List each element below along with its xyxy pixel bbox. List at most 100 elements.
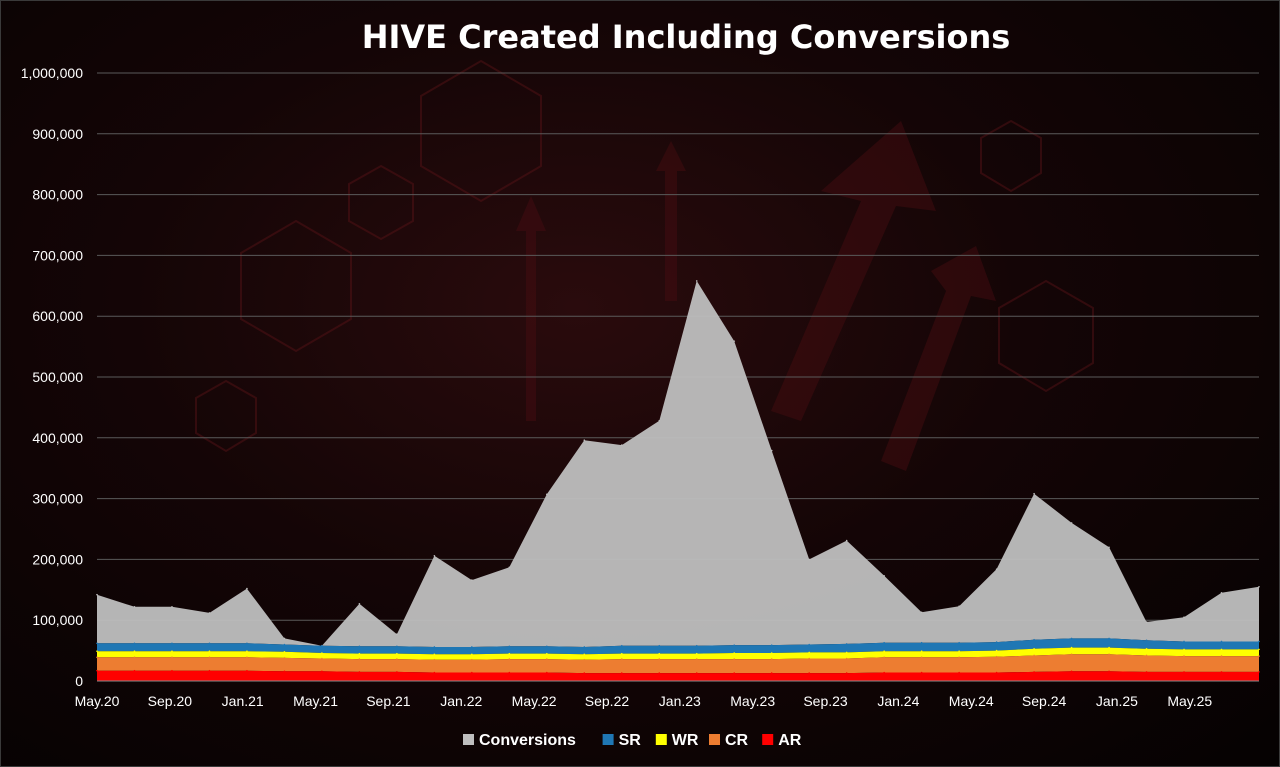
point-sr	[958, 641, 960, 644]
point-wr	[920, 650, 923, 653]
point-sr	[1258, 640, 1260, 643]
point-ar	[321, 670, 323, 673]
chart-title: HIVE Created Including Conversions	[362, 18, 1011, 56]
series-wr-area	[97, 647, 1259, 660]
legend-swatch-conversions	[463, 734, 474, 745]
point-sr	[133, 642, 136, 645]
point-conversions	[1145, 621, 1148, 623]
y-tick-label: 500,000	[32, 369, 83, 385]
point-sr	[396, 645, 398, 648]
point-cr	[770, 658, 773, 660]
point-conversions	[358, 602, 361, 605]
legend-label-wr: WR	[672, 732, 699, 749]
point-conversions	[546, 493, 548, 496]
point-wr	[433, 653, 436, 656]
point-ar	[1145, 671, 1148, 673]
point-wr	[171, 650, 173, 653]
x-tick-label: Sep.22	[585, 693, 630, 709]
legend: Conversions SR WR CR AR	[463, 732, 802, 749]
point-cr	[883, 656, 885, 659]
point-conversions	[808, 558, 810, 561]
point-conversions	[96, 593, 98, 596]
point-sr	[208, 642, 211, 645]
x-tick-label: Sep.21	[366, 693, 411, 709]
x-tick-label: Sep.23	[803, 693, 848, 709]
point-sr	[883, 641, 885, 644]
point-ar	[808, 672, 810, 674]
point-ar	[1070, 670, 1073, 673]
point-ar	[695, 672, 698, 674]
point-cr	[1258, 655, 1260, 657]
legend-label-sr: SR	[619, 732, 642, 749]
y-tick-label: 900,000	[32, 126, 83, 142]
point-conversions	[208, 612, 211, 614]
x-tick-label: Jan.23	[659, 693, 701, 709]
point-cr	[620, 658, 623, 660]
point-sr	[583, 646, 586, 648]
point-ar	[396, 671, 398, 673]
x-tick-label: Sep.24	[1022, 693, 1067, 709]
point-conversions	[133, 606, 136, 608]
point-conversions	[1183, 616, 1185, 618]
point-ar	[358, 671, 361, 673]
point-conversions	[1033, 492, 1035, 495]
point-wr	[1258, 648, 1260, 651]
point-cr	[1145, 654, 1148, 657]
point-wr	[321, 652, 323, 654]
point-conversions	[695, 280, 698, 282]
point-cr	[246, 656, 248, 659]
point-sr	[321, 644, 323, 647]
legend-swatch-ar	[762, 734, 774, 745]
point-wr	[845, 651, 848, 654]
point-wr	[658, 652, 661, 655]
point-cr	[920, 656, 923, 659]
point-wr	[995, 649, 998, 652]
point-sr	[283, 643, 286, 646]
point-wr	[508, 652, 511, 655]
x-tick-label: Sep.20	[148, 693, 193, 709]
point-conversions	[396, 633, 398, 635]
point-conversions	[1070, 522, 1073, 524]
x-tick-label: May.20	[75, 693, 120, 709]
point-wr	[133, 650, 136, 653]
point-ar	[583, 672, 586, 674]
point-ar	[471, 671, 473, 674]
point-sr	[96, 642, 98, 645]
point-wr	[96, 650, 98, 653]
point-sr	[1220, 640, 1223, 643]
point-ar	[733, 672, 736, 674]
point-ar	[620, 672, 623, 674]
point-wr	[583, 653, 586, 656]
point-ar	[208, 669, 211, 672]
point-wr	[770, 652, 773, 654]
point-ar	[958, 671, 960, 674]
point-cr	[1033, 654, 1035, 657]
point-sr	[845, 643, 848, 645]
series-conversions-area	[97, 280, 1259, 647]
point-cr	[396, 658, 398, 660]
x-tick-label: Jan.25	[1096, 693, 1138, 709]
point-cr	[845, 657, 848, 660]
point-sr	[246, 642, 248, 645]
point-wr	[546, 652, 548, 655]
legend-label-cr: CR	[725, 732, 749, 749]
legend-swatch-wr	[655, 734, 667, 745]
y-tick-label: 0	[75, 673, 83, 689]
point-conversions	[733, 340, 736, 342]
point-cr	[695, 658, 698, 660]
point-ar	[1220, 671, 1223, 673]
point-cr	[546, 658, 548, 660]
point-ar	[845, 672, 848, 674]
x-tick-label: Jan.21	[222, 693, 264, 709]
point-conversions	[958, 605, 960, 608]
point-ar	[546, 671, 548, 674]
x-tick-label: Jan.24	[877, 693, 919, 709]
x-tick-label: May.25	[1167, 693, 1212, 709]
point-ar	[171, 669, 173, 672]
point-cr	[583, 658, 586, 661]
point-ar	[770, 672, 773, 674]
y-tick-label: 300,000	[32, 491, 83, 507]
point-sr	[358, 645, 361, 648]
point-conversions	[283, 637, 286, 640]
point-wr	[733, 652, 736, 654]
